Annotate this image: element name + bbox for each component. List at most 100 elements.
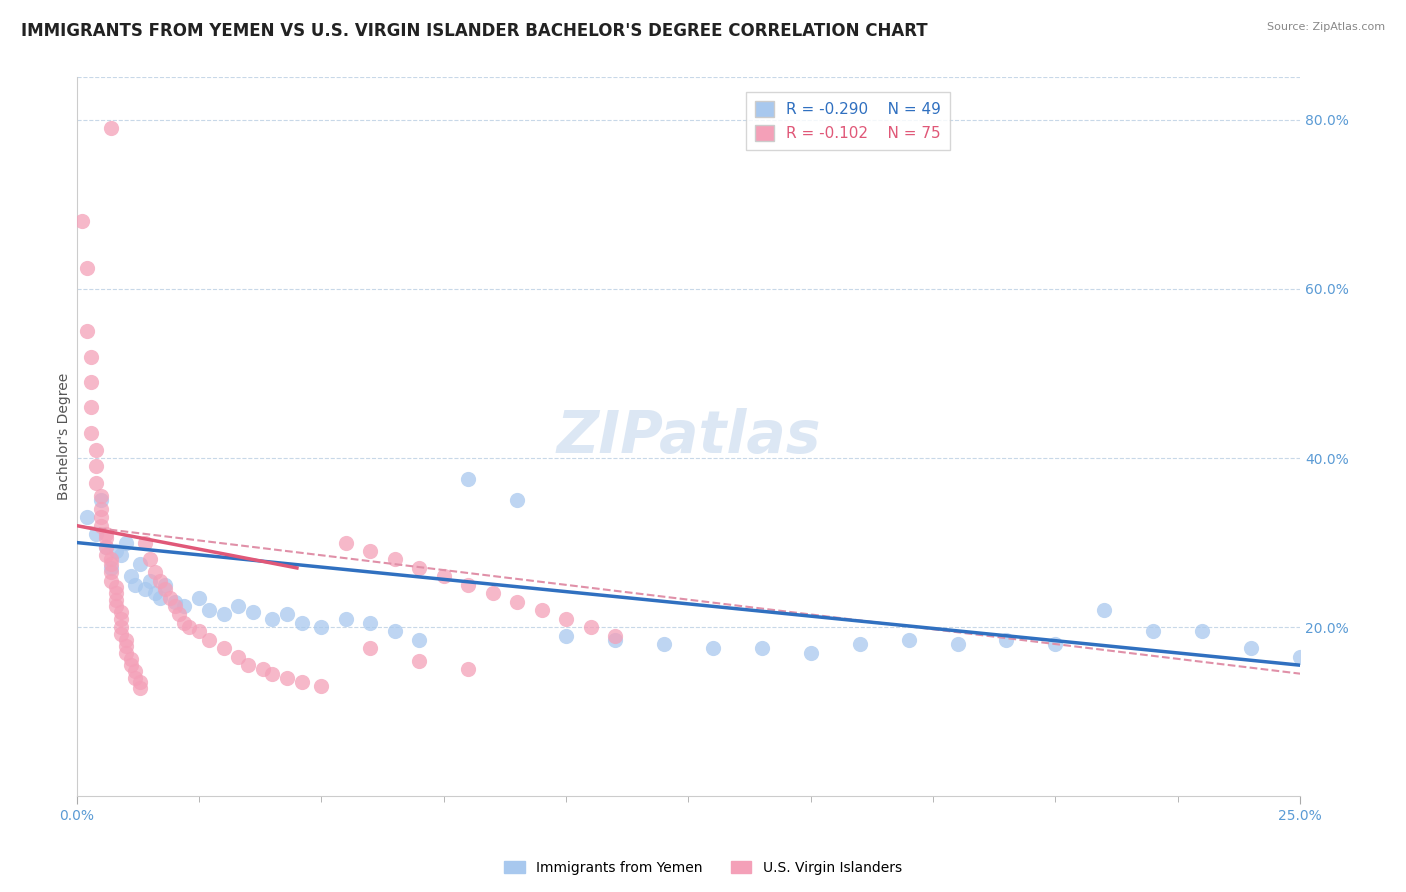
Point — [114, 632, 136, 647]
Point — [94, 540, 117, 554]
Text: Source: ZipAtlas.com: Source: ZipAtlas.com — [1267, 22, 1385, 32]
Point — [163, 599, 186, 613]
Point — [159, 591, 181, 605]
Point — [800, 646, 823, 660]
Point — [143, 565, 166, 579]
Legend: Immigrants from Yemen, U.S. Virgin Islanders: Immigrants from Yemen, U.S. Virgin Islan… — [499, 855, 907, 880]
Point — [134, 535, 156, 549]
Point — [408, 561, 430, 575]
Point — [104, 580, 127, 594]
Point — [311, 620, 333, 634]
Point — [262, 666, 284, 681]
Point — [94, 527, 117, 541]
Point — [226, 599, 249, 613]
Point — [897, 632, 920, 647]
Point — [100, 557, 122, 571]
Point — [652, 637, 675, 651]
Point — [129, 675, 152, 690]
Point — [129, 557, 152, 571]
Point — [120, 652, 142, 666]
Point — [311, 679, 333, 693]
Point — [84, 476, 107, 491]
Text: IMMIGRANTS FROM YEMEN VS U.S. VIRGIN ISLANDER BACHELOR'S DEGREE CORRELATION CHAR: IMMIGRANTS FROM YEMEN VS U.S. VIRGIN ISL… — [21, 22, 928, 40]
Point — [100, 561, 122, 575]
Point — [80, 375, 103, 389]
Point — [946, 637, 969, 651]
Point — [226, 649, 249, 664]
Point — [198, 632, 221, 647]
Point — [236, 658, 259, 673]
Point — [100, 552, 122, 566]
Point — [110, 605, 132, 619]
Point — [76, 260, 98, 275]
Point — [129, 681, 152, 695]
Point — [90, 489, 112, 503]
Point — [276, 607, 298, 622]
Point — [80, 401, 103, 415]
Point — [153, 578, 176, 592]
Point — [457, 578, 479, 592]
Point — [359, 615, 381, 630]
Point — [80, 350, 103, 364]
Point — [169, 607, 191, 622]
Point — [276, 671, 298, 685]
Point — [1092, 603, 1115, 617]
Point — [143, 586, 166, 600]
Point — [1240, 641, 1263, 656]
Point — [110, 620, 132, 634]
Point — [359, 641, 381, 656]
Point — [173, 599, 195, 613]
Point — [433, 569, 456, 583]
Point — [188, 624, 211, 639]
Point — [384, 552, 406, 566]
Point — [100, 121, 122, 136]
Point — [555, 629, 578, 643]
Point — [252, 662, 274, 676]
Point — [291, 675, 314, 690]
Point — [603, 629, 626, 643]
Point — [995, 632, 1018, 647]
Point — [149, 574, 172, 588]
Point — [124, 578, 146, 592]
Point — [100, 574, 122, 588]
Point — [359, 544, 381, 558]
Point — [384, 624, 406, 639]
Point — [104, 544, 127, 558]
Point — [139, 552, 162, 566]
Point — [579, 620, 602, 634]
Point — [212, 607, 235, 622]
Point — [120, 658, 142, 673]
Point — [555, 612, 578, 626]
Point — [408, 632, 430, 647]
Point — [76, 510, 98, 524]
Point — [80, 425, 103, 440]
Point — [198, 603, 221, 617]
Point — [153, 582, 176, 596]
Point — [751, 641, 773, 656]
Point — [481, 586, 503, 600]
Point — [70, 214, 93, 228]
Point — [163, 595, 186, 609]
Point — [212, 641, 235, 656]
Point — [94, 532, 117, 546]
Point — [139, 574, 162, 588]
Point — [506, 595, 529, 609]
Point — [1045, 637, 1067, 651]
Point — [702, 641, 724, 656]
Point — [335, 535, 357, 549]
Point — [173, 615, 195, 630]
Point — [506, 493, 529, 508]
Point — [94, 540, 117, 554]
Point — [457, 472, 479, 486]
Text: ZIPatlas: ZIPatlas — [557, 409, 821, 466]
Point — [291, 615, 314, 630]
Point — [124, 671, 146, 685]
Point — [188, 591, 211, 605]
Point — [530, 603, 553, 617]
Point — [104, 599, 127, 613]
Point — [335, 612, 357, 626]
Legend: R = -0.290    N = 49, R = -0.102    N = 75: R = -0.290 N = 49, R = -0.102 N = 75 — [747, 92, 950, 150]
Point — [90, 510, 112, 524]
Point — [603, 632, 626, 647]
Point — [114, 639, 136, 653]
